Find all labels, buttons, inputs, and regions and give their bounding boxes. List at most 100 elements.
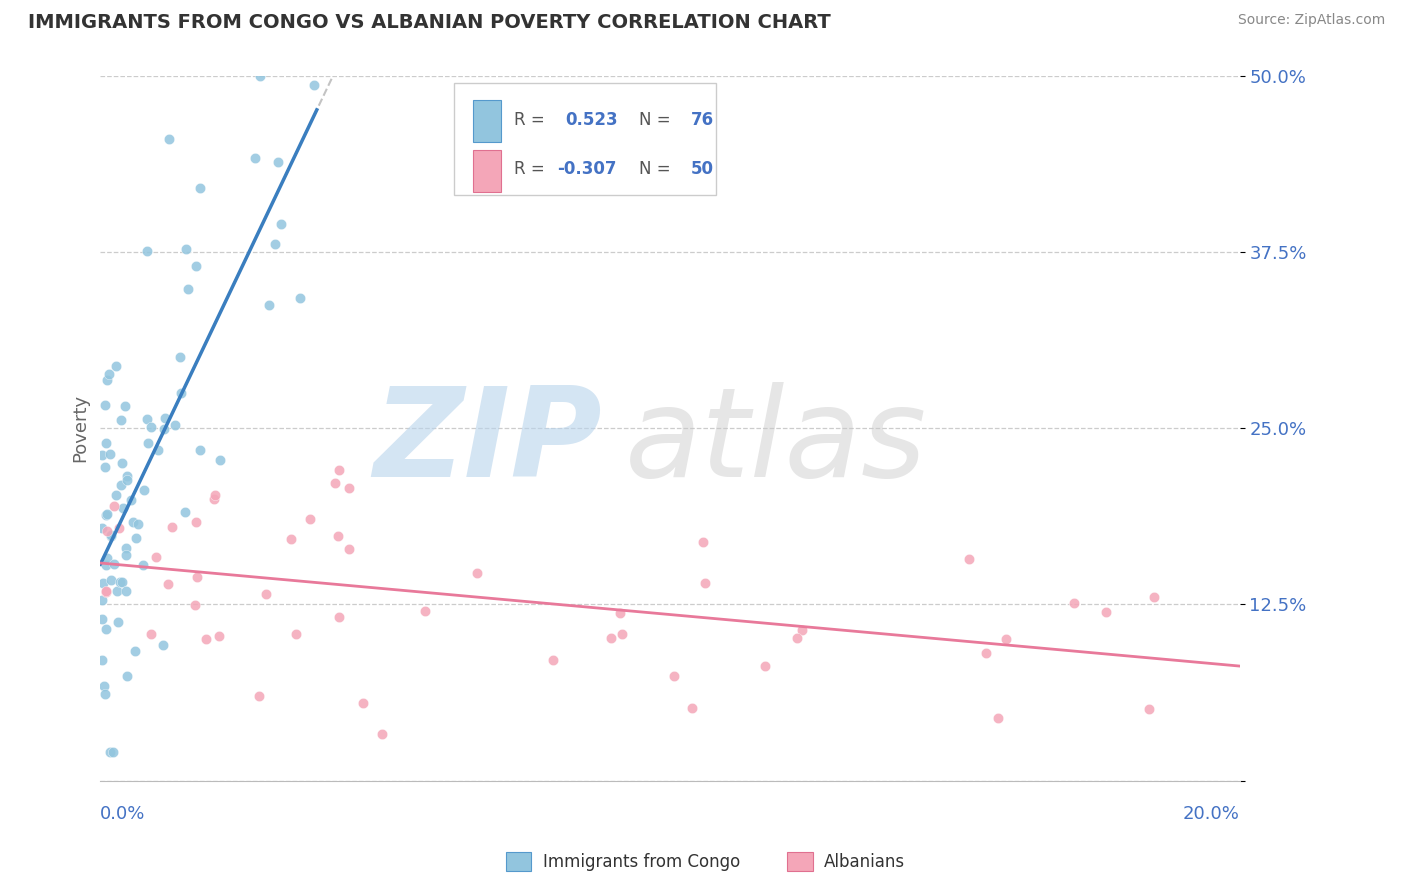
Point: [786, 631, 808, 645]
Point: [1143, 591, 1166, 605]
Point: [692, 535, 714, 549]
Point: [127, 517, 149, 532]
Point: [328, 610, 350, 624]
Text: 50: 50: [690, 161, 713, 178]
Text: N =: N =: [640, 161, 671, 178]
Text: R =: R =: [513, 161, 544, 178]
Point: [145, 549, 167, 564]
Point: [98, 745, 121, 759]
Point: [188, 443, 211, 458]
Point: [103, 557, 125, 571]
Point: [298, 512, 321, 526]
Point: [284, 627, 307, 641]
Point: [96, 507, 118, 521]
Point: [209, 452, 232, 467]
Point: [153, 422, 176, 436]
Text: IMMIGRANTS FROM CONGO VS ALBANIAN POVERTY CORRELATION CHART: IMMIGRANTS FROM CONGO VS ALBANIAN POVERT…: [28, 13, 831, 32]
Bar: [472, 150, 502, 192]
Point: [136, 244, 159, 259]
Point: [122, 516, 145, 530]
Point: [94, 459, 117, 474]
Point: [114, 399, 136, 413]
Point: [110, 413, 132, 427]
Point: [94, 558, 117, 573]
Point: [169, 350, 191, 364]
Point: [264, 236, 287, 251]
Point: [91, 576, 114, 591]
Point: [202, 492, 225, 507]
Point: [208, 629, 231, 643]
Bar: [472, 100, 502, 142]
Point: [94, 585, 117, 599]
Point: [104, 488, 127, 502]
Point: [290, 292, 312, 306]
Point: [110, 478, 132, 492]
Text: 20.0%: 20.0%: [1182, 805, 1240, 823]
Point: [254, 587, 277, 601]
Point: [100, 529, 122, 543]
Point: [105, 359, 128, 374]
Point: [957, 551, 980, 566]
Text: -0.307: -0.307: [557, 161, 617, 178]
Point: [146, 442, 169, 457]
Point: [792, 624, 814, 638]
Point: [337, 541, 360, 556]
Point: [541, 653, 564, 667]
Point: [96, 524, 118, 539]
Point: [97, 367, 120, 381]
Point: [93, 688, 115, 702]
Point: [91, 593, 114, 607]
Point: [136, 411, 159, 425]
Point: [612, 627, 634, 641]
Point: [111, 500, 134, 515]
Point: [120, 492, 142, 507]
Text: R =: R =: [513, 111, 544, 128]
Point: [94, 583, 117, 598]
Point: [174, 505, 197, 519]
Point: [188, 181, 211, 195]
Point: [695, 575, 717, 590]
Point: [152, 639, 174, 653]
Point: [337, 481, 360, 495]
Y-axis label: Poverty: Poverty: [72, 394, 89, 462]
Point: [270, 217, 292, 231]
Point: [155, 410, 177, 425]
Point: [96, 550, 118, 565]
Text: Albanians: Albanians: [824, 853, 905, 871]
Point: [609, 606, 631, 620]
Point: [662, 668, 685, 682]
Point: [1095, 605, 1118, 619]
Point: [134, 483, 156, 497]
Point: [156, 576, 179, 591]
Point: [100, 573, 122, 587]
Point: [1063, 596, 1085, 610]
Point: [94, 436, 117, 450]
Point: [125, 531, 148, 545]
Point: [163, 418, 186, 433]
Point: [170, 385, 193, 400]
Point: [91, 612, 114, 626]
Text: Source: ZipAtlas.com: Source: ZipAtlas.com: [1237, 13, 1385, 28]
Point: [117, 473, 139, 487]
Point: [103, 745, 125, 759]
Point: [115, 541, 138, 556]
Point: [115, 584, 138, 599]
Text: 0.523: 0.523: [565, 111, 617, 128]
Point: [124, 643, 146, 657]
Point: [249, 69, 271, 83]
Text: 76: 76: [690, 111, 714, 128]
Point: [987, 711, 1010, 725]
Point: [91, 653, 114, 667]
Point: [328, 463, 350, 477]
Point: [681, 701, 703, 715]
Point: [110, 574, 132, 589]
FancyBboxPatch shape: [454, 83, 716, 195]
Point: [100, 528, 122, 542]
Point: [115, 669, 138, 683]
Point: [280, 532, 302, 546]
Point: [247, 690, 270, 704]
Text: atlas: atlas: [624, 382, 927, 503]
Point: [994, 632, 1017, 646]
Text: 0.0%: 0.0%: [100, 805, 146, 823]
Point: [91, 521, 114, 535]
